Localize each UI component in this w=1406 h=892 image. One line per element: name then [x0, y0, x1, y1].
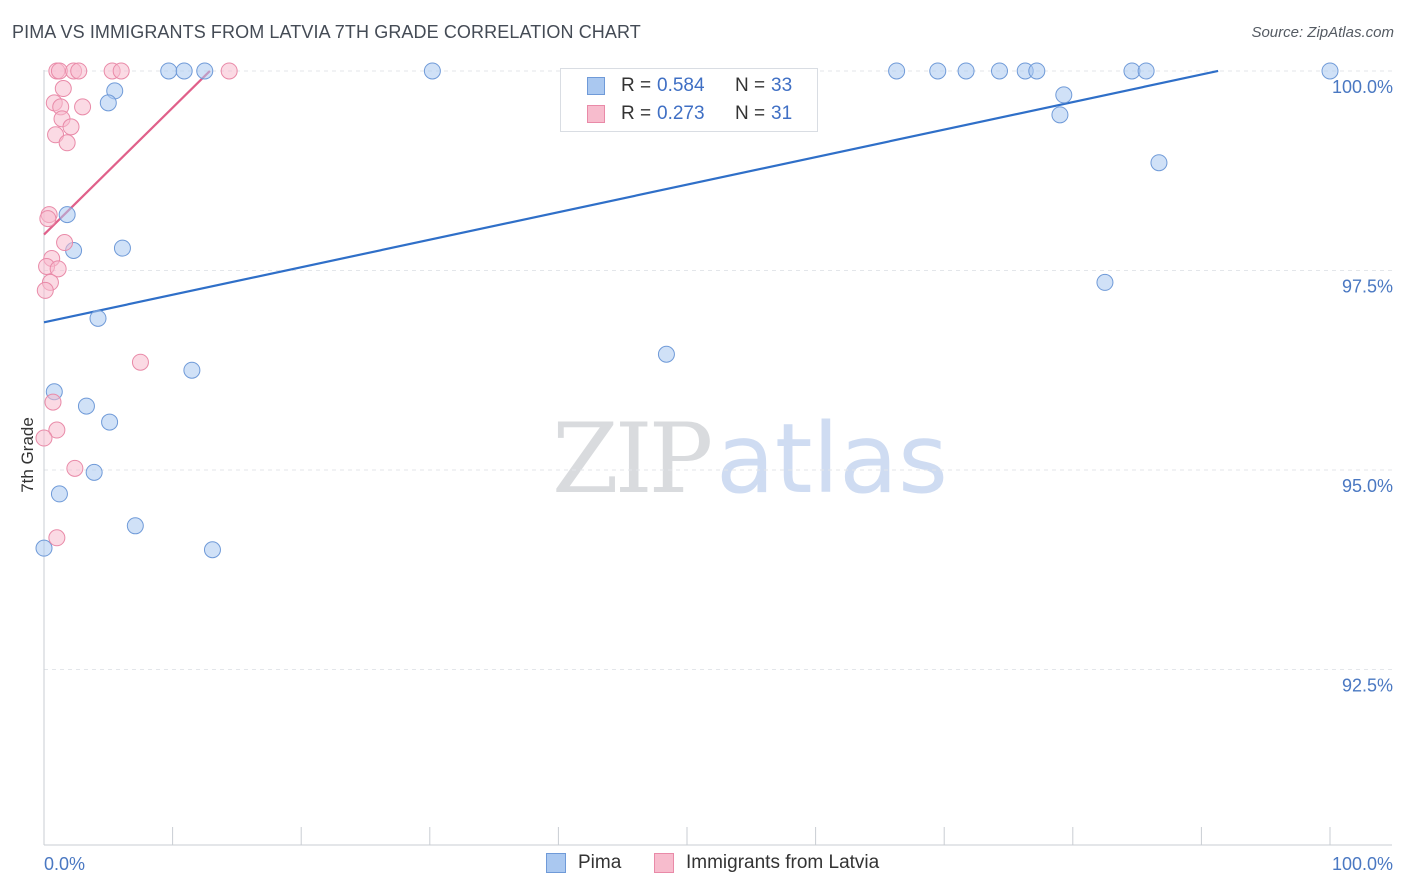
legend-label-latvia: Immigrants from Latvia — [686, 852, 880, 873]
axes — [43, 70, 1392, 846]
latvia-point — [36, 281, 54, 299]
stats-legend-row-pima: R = 0.584 N = 33 — [587, 73, 792, 99]
pima-point — [1150, 154, 1168, 172]
pima-swatch — [587, 77, 605, 95]
pima-point — [957, 62, 975, 80]
y-tick-label: 95.0% — [1342, 476, 1393, 496]
watermark-atlas: atlas — [716, 403, 948, 515]
stats-legend-row-latvia: R = 0.273 N = 31 — [587, 101, 792, 127]
latvia-point — [131, 353, 149, 371]
data-points — [35, 62, 1339, 559]
latvia-legend-swatch — [654, 853, 674, 873]
pima-point — [657, 345, 675, 363]
x-tick-label: 100.0% — [1332, 854, 1393, 874]
legend-label-pima: Pima — [578, 852, 622, 873]
latvia-point — [70, 62, 88, 80]
pima-point — [196, 62, 214, 80]
pima-point — [126, 517, 144, 535]
pima-point — [101, 413, 119, 431]
pima-point — [113, 239, 131, 257]
latvia-point — [50, 62, 68, 80]
r-label: R = — [621, 103, 652, 124]
pima-point — [990, 62, 1008, 80]
pima-point — [423, 62, 441, 80]
pima-trendline — [43, 69, 1219, 324]
chart-title: PIMA VS IMMIGRANTS FROM LATVIA 7TH GRADE… — [12, 22, 641, 42]
watermark-zip: ZIP — [552, 403, 711, 515]
latvia-point — [54, 80, 72, 98]
pima-point — [1137, 62, 1155, 80]
pima-point — [1123, 62, 1141, 80]
latvia-point — [56, 234, 74, 252]
latvia-point — [74, 98, 92, 116]
legend-item-latvia[interactable]: Immigrants from Latvia — [654, 852, 879, 874]
source-label: Source: ZipAtlas.com — [1251, 24, 1394, 41]
grid — [44, 70, 1392, 670]
r-label: R = — [621, 75, 652, 96]
latvia-point — [44, 393, 62, 411]
latvia-point — [39, 210, 57, 228]
pima-point — [1055, 86, 1073, 104]
pima-point — [160, 62, 178, 80]
n-label: N = — [735, 103, 766, 124]
pima-legend-swatch — [546, 853, 566, 873]
y-axis-label: 7th Grade — [18, 417, 37, 493]
pima-point — [1028, 62, 1046, 80]
latvia-point — [48, 529, 66, 547]
latvia-point — [49, 260, 67, 278]
latvia-point — [62, 118, 80, 136]
latvia-point — [58, 134, 76, 152]
r-value: 0.273 — [657, 103, 705, 124]
pima-point — [77, 397, 95, 415]
pima-point — [203, 541, 221, 559]
y-tick-label: 100.0% — [1332, 77, 1393, 97]
latvia-point — [112, 62, 130, 80]
legend-item-pima[interactable]: Pima — [546, 852, 621, 874]
n-label: N = — [735, 75, 766, 96]
latvia-point — [48, 421, 66, 439]
pima-point — [85, 463, 103, 481]
latvia-point — [66, 459, 84, 477]
trendlines — [43, 69, 1219, 324]
x-tick-label: 0.0% — [44, 854, 85, 874]
pima-point — [1096, 273, 1114, 291]
axis-labels: 92.5% 95.0% 97.5% 100.0% 0.0% 100.0% 7th Grade — [18, 77, 1393, 874]
pima-point — [175, 62, 193, 80]
pima-point — [58, 206, 76, 224]
pima-point — [50, 485, 68, 503]
latvia-point — [47, 126, 65, 144]
pima-point — [1321, 62, 1339, 80]
pima-point — [35, 539, 53, 557]
latvia-swatch — [587, 105, 605, 123]
latvia-point — [35, 429, 53, 447]
y-tick-label: 92.5% — [1342, 675, 1393, 695]
latvia-point — [220, 62, 238, 80]
pima-point — [929, 62, 947, 80]
y-tick-label: 97.5% — [1342, 276, 1393, 296]
stats-legend: R = 0.584 N = 33 R = 0.273 N = 31 — [560, 68, 818, 132]
r-value: 0.584 — [657, 75, 705, 96]
watermark: ZIP atlas — [552, 403, 948, 515]
n-value: 33 — [771, 75, 793, 96]
n-value: 31 — [771, 103, 793, 124]
latvia-trendline — [43, 70, 211, 236]
pima-point — [89, 309, 107, 327]
pima-point — [183, 361, 201, 379]
pima-point — [888, 62, 906, 80]
pima-point — [1051, 106, 1069, 124]
pima-point — [99, 94, 117, 112]
